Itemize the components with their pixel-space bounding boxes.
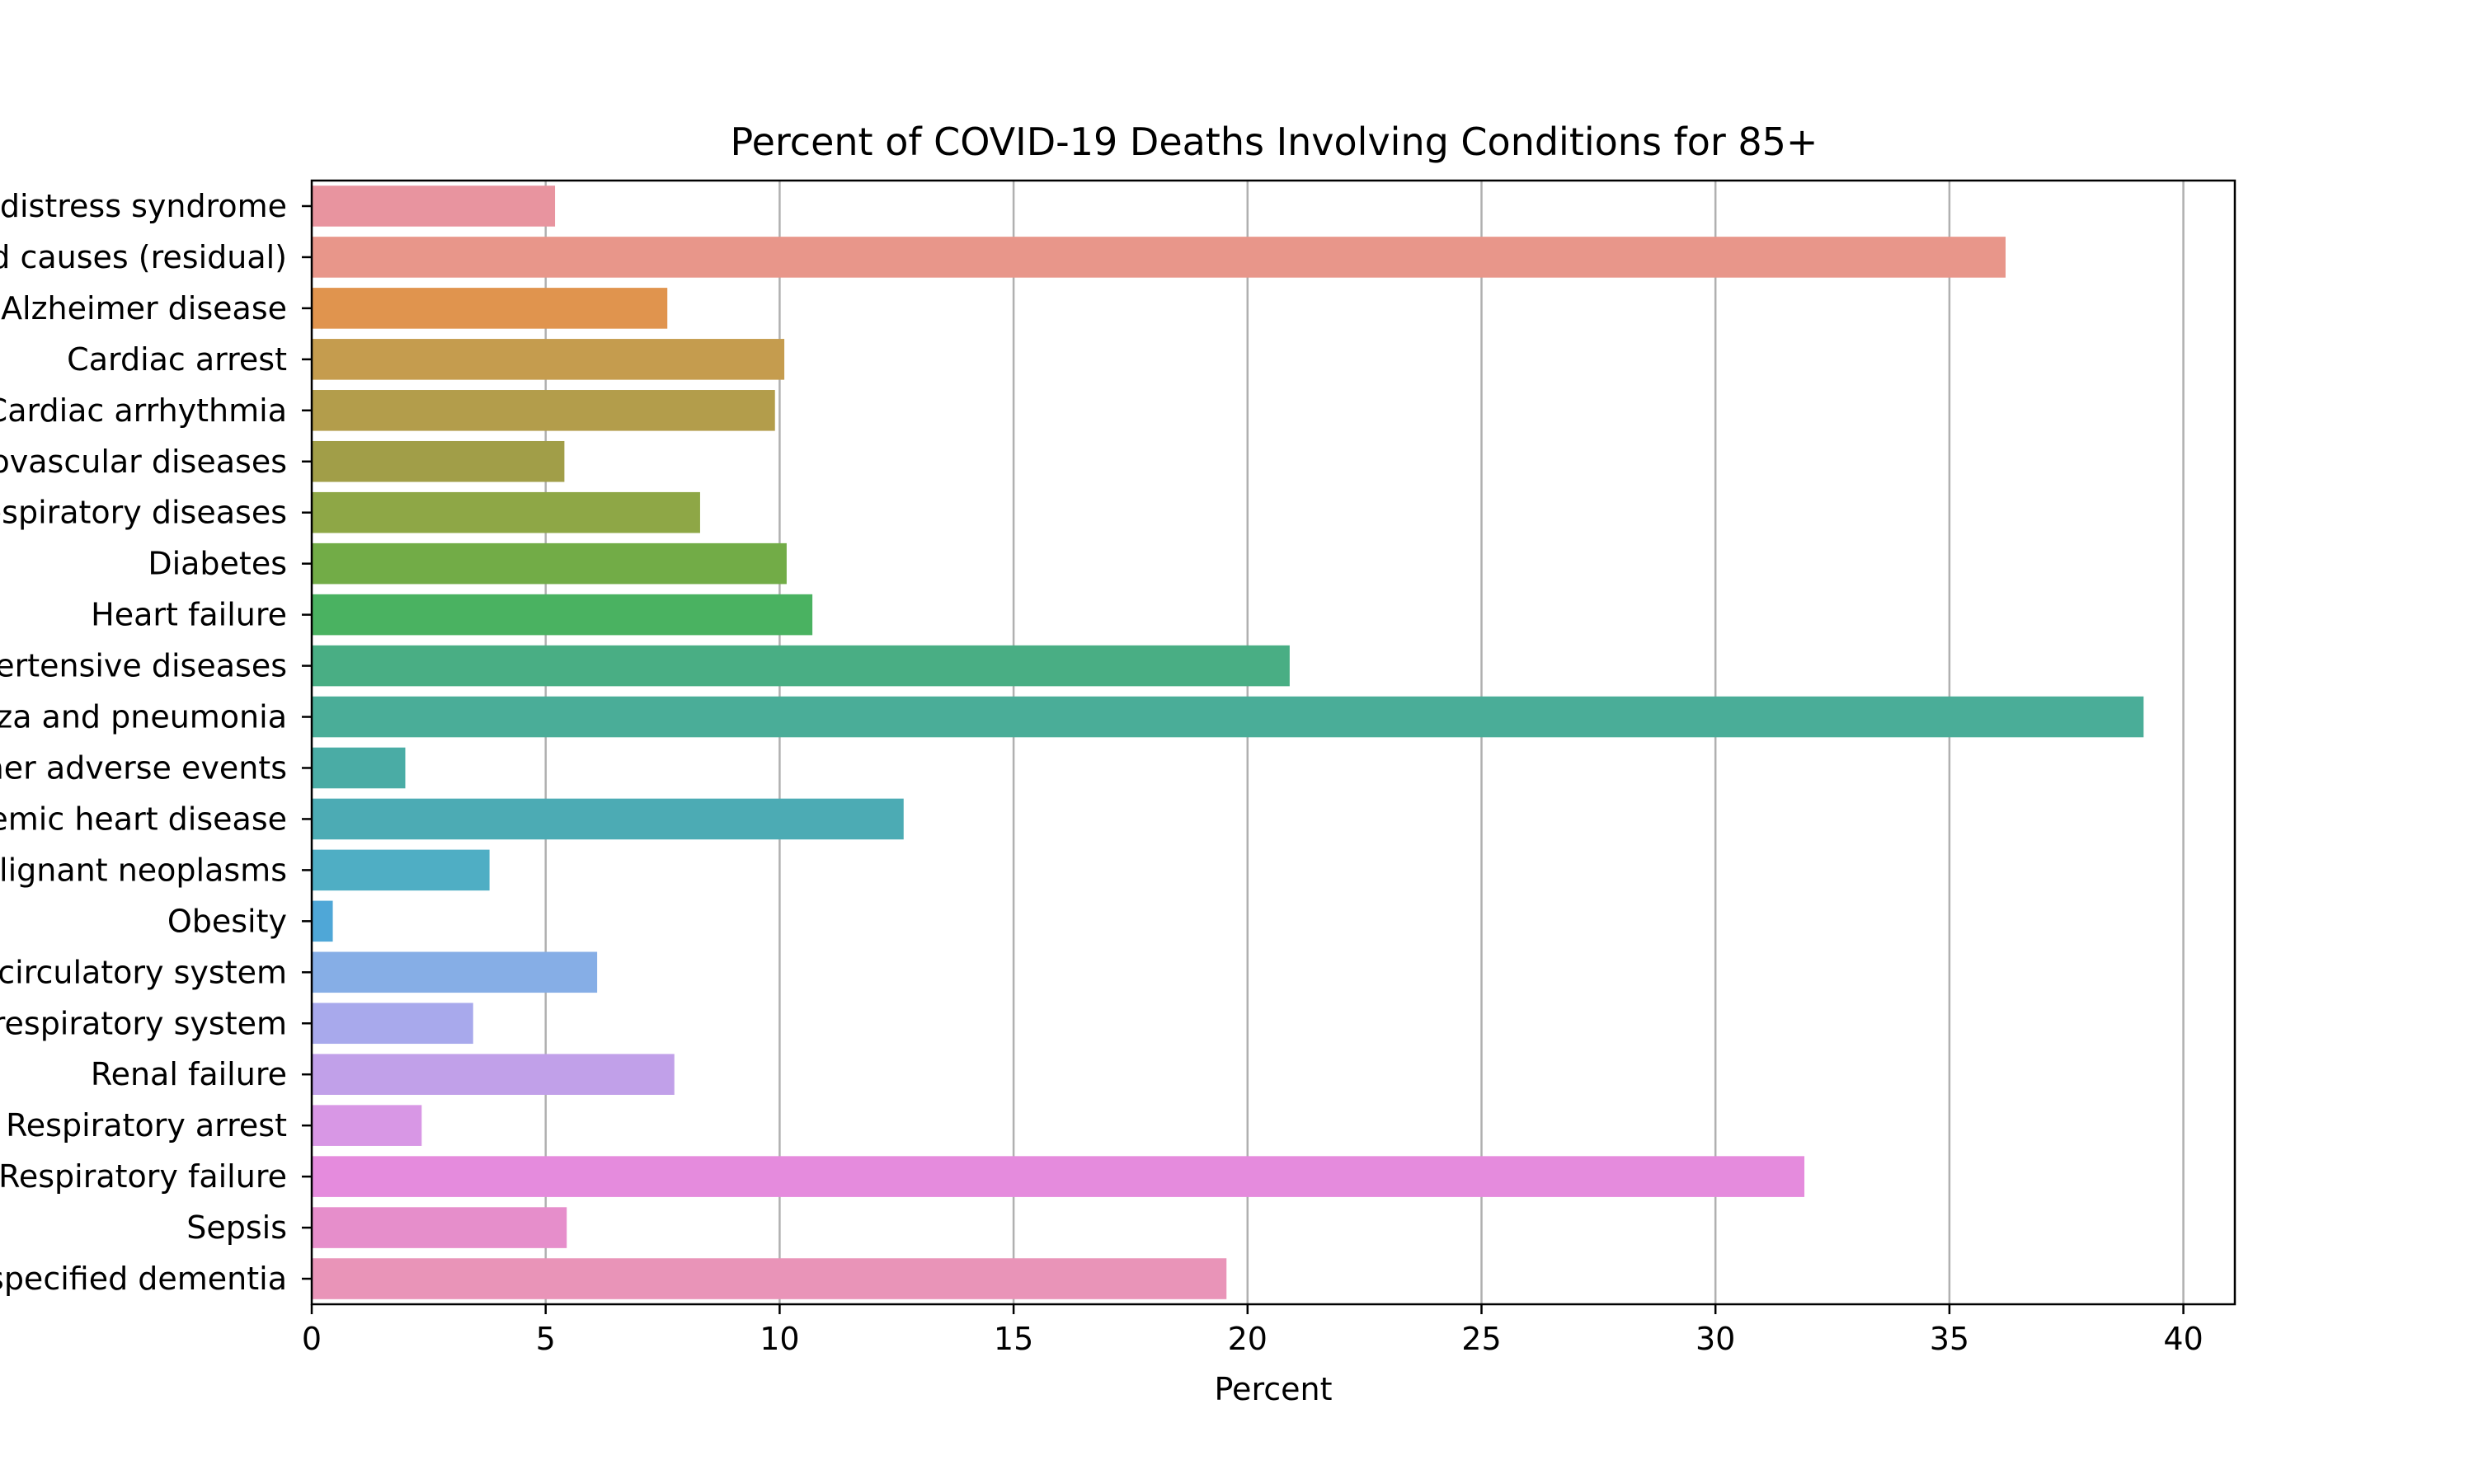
y-tick-label: Influenza and pneumonia — [0, 699, 287, 735]
x-tick-label: 30 — [1696, 1321, 1735, 1357]
bar — [312, 747, 406, 789]
bar — [312, 339, 785, 380]
y-tick-label: All other conditions and causes (residua… — [0, 239, 287, 275]
x-tick-label: 5 — [536, 1321, 556, 1357]
y-tick-label: Respiratory arrest — [6, 1107, 287, 1144]
y-tick-label: Respiratory failure — [0, 1158, 287, 1195]
y-tick-label: Intentional and unintentional injury, po… — [0, 749, 287, 786]
bar — [312, 900, 333, 942]
bar — [312, 1258, 1227, 1299]
bar — [312, 1054, 675, 1095]
y-tick-label: Other diseases of the respiratory system — [0, 1005, 287, 1041]
bar — [312, 542, 787, 585]
x-tick-label: 10 — [760, 1321, 799, 1357]
x-tick-label: 40 — [2163, 1321, 2203, 1357]
bar — [312, 390, 775, 431]
bar — [312, 696, 2144, 738]
bar — [312, 440, 565, 482]
y-tick-label: Cardiac arrest — [67, 341, 287, 378]
bar — [312, 1003, 473, 1045]
bar — [312, 951, 598, 993]
x-tick-label: 15 — [994, 1321, 1033, 1357]
bar — [312, 798, 904, 840]
y-tick-label: Alzheimer disease — [1, 290, 287, 326]
x-tick-label: 25 — [1461, 1321, 1501, 1357]
y-tick-label: Renal failure — [91, 1056, 287, 1092]
grid — [544, 181, 2185, 1304]
bar — [312, 849, 490, 891]
y-axis-ticks: Adult respiratory distress syndrome All o… — [0, 188, 312, 1297]
y-tick-label: Diabetes — [148, 546, 287, 582]
y-tick-label: Cerebrovascular diseases — [0, 444, 287, 480]
y-tick-label: Hypertensive diseases — [0, 648, 287, 684]
x-tick-label: 0 — [302, 1321, 322, 1357]
x-tick-label: 20 — [1228, 1321, 1268, 1357]
bar — [312, 1156, 1804, 1197]
y-tick-label: Vascular and unspecified dementia — [0, 1261, 287, 1297]
bar — [312, 1105, 422, 1146]
x-axis-ticks: 0 5 10 15 20 25 30 35 40 — [302, 1304, 2204, 1357]
bar — [312, 491, 700, 533]
y-tick-label: Adult respiratory distress syndrome — [0, 188, 287, 224]
y-tick-label: Heart failure — [91, 597, 287, 633]
y-tick-label: Sepsis — [186, 1209, 287, 1246]
y-tick-label: Other diseases of the circulatory system — [0, 954, 287, 990]
y-tick-label: Obesity — [167, 903, 287, 939]
bar — [312, 645, 1290, 687]
y-tick-label: Ischemic heart disease — [0, 801, 287, 837]
bar — [312, 288, 668, 329]
bar — [312, 1207, 567, 1248]
bar — [312, 186, 556, 227]
bars — [312, 186, 2144, 1299]
y-tick-label: Malignant neoplasms — [0, 852, 287, 888]
chart-title: Percent of COVID-19 Deaths Involving Con… — [731, 120, 1818, 164]
x-tick-label: 35 — [1930, 1321, 1969, 1357]
bar — [312, 237, 2006, 278]
bar — [312, 594, 813, 636]
y-tick-label: Cardiac arrhythmia — [0, 392, 287, 429]
x-axis-label: Percent — [1215, 1371, 1333, 1407]
plot-frame — [310, 179, 2236, 1306]
y-tick-label: Chronic lower respiratory diseases — [0, 495, 287, 531]
